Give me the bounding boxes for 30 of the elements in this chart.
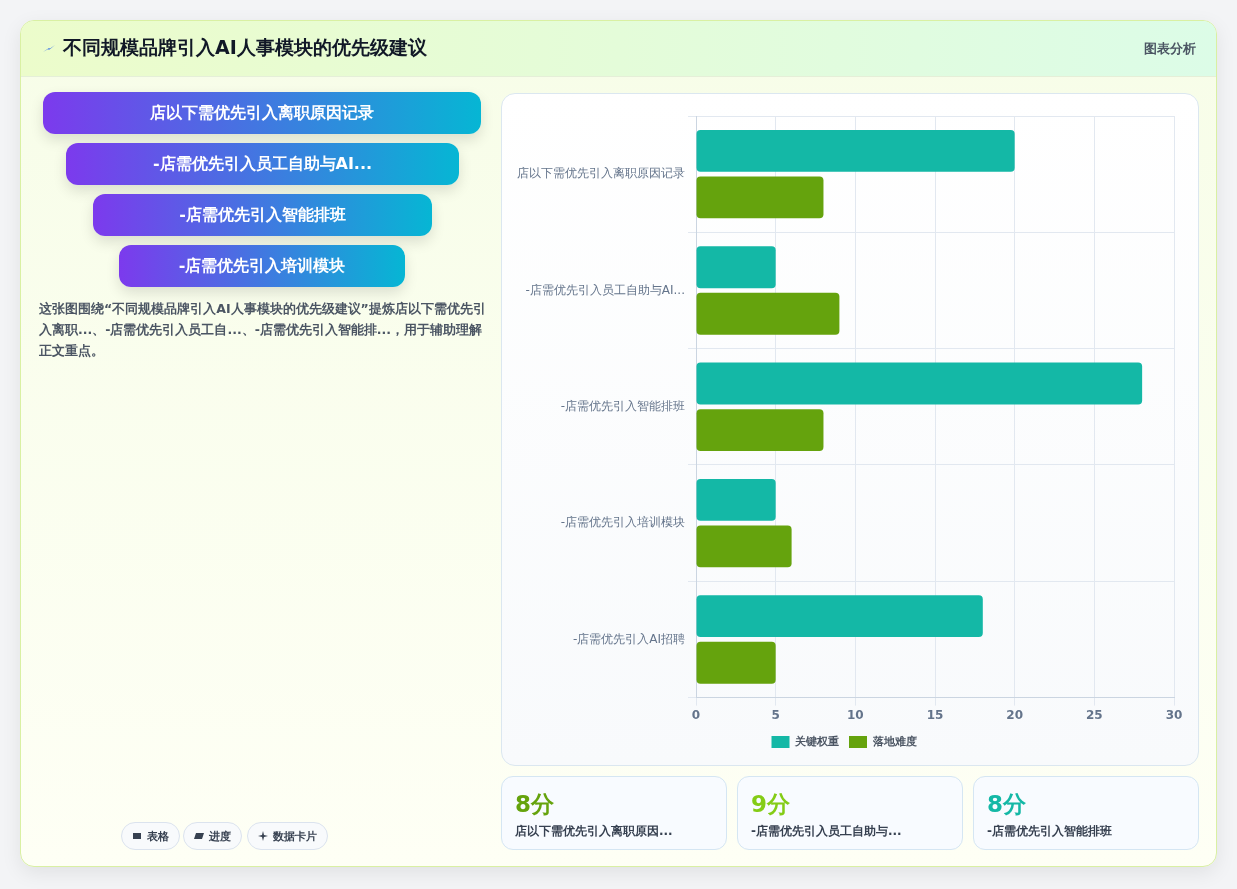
y-tick-label: -店需优先引入智能排班 <box>560 398 685 413</box>
text: -店需优先引入员工自助与AI... <box>66 143 459 185</box>
text: -店需优先引入智能排班 <box>987 823 1112 840</box>
text: 8分 <box>515 790 555 819</box>
y-tick-label: 店以下需优先引入离职原因记录 <box>517 166 685 181</box>
text: 这张图围绕“不同规模品牌引入AI人事模块的优先级建议”提炼店以下需优先引入离职...、-店需优先引入员工自...、-店需优先引入智能排...，用于辅助理解正文重点。 <box>39 300 487 360</box>
text: 进度 <box>209 828 231 844</box>
text: 图表分析 <box>1144 40 1196 58</box>
text: 店以下需优先引入离职原因... <box>515 823 673 840</box>
x-tick-label: 5 <box>771 707 780 722</box>
text: 数据卡片 <box>273 828 317 844</box>
text: -店需优先引入智能排班 <box>93 194 432 236</box>
text: 8分 <box>987 790 1027 819</box>
text: 不同规模品牌引入AI人事模块的优先级建议 <box>63 35 427 60</box>
text: -店需优先引入培训模块 <box>119 245 405 287</box>
x-tick-label: 25 <box>1085 707 1103 722</box>
legend-label: 关键权重 <box>794 734 839 748</box>
x-tick-label: 30 <box>1165 707 1183 722</box>
y-tick-label: -店需优先引入AI招聘 <box>572 631 685 646</box>
text: -店需优先引入员工自助与... <box>751 823 902 840</box>
x-tick-label: 15 <box>926 707 944 722</box>
x-tick-label: 10 <box>846 707 864 722</box>
legend-label: 落地难度 <box>871 734 917 748</box>
x-tick-label: 20 <box>1006 707 1024 722</box>
text: 表格 <box>147 828 169 844</box>
text: 9分 <box>751 790 791 819</box>
y-tick-label: -店需优先引入培训模块 <box>560 515 685 530</box>
y-tick-label: -店需优先引入员工自助与AI... <box>525 282 685 297</box>
text: 店以下需优先引入离职原因记录 <box>43 92 481 134</box>
x-tick-label: 0 <box>691 707 701 722</box>
